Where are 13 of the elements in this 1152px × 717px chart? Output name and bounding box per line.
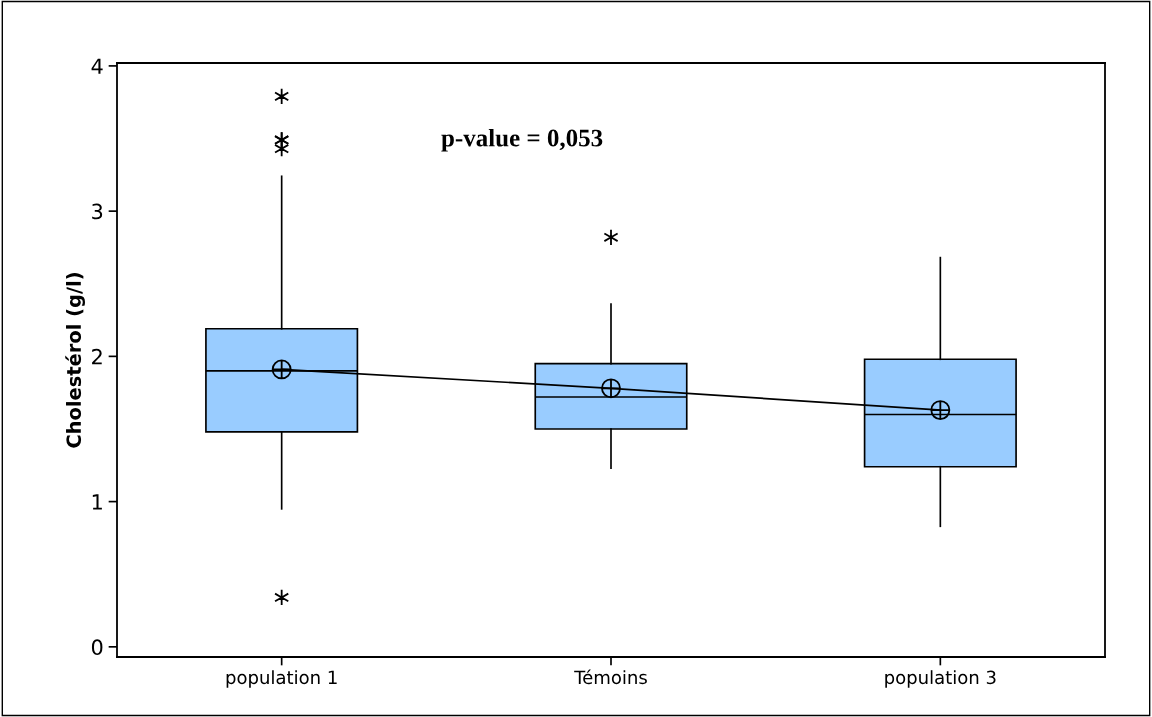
y-tick-label: 1 bbox=[92, 494, 102, 510]
x-tick-label: Témoins bbox=[574, 669, 647, 685]
y-axis-title: Cholestérol (g/l) bbox=[65, 273, 85, 448]
x-tick-label: population 3 bbox=[885, 670, 996, 688]
point bbox=[601, 378, 621, 399]
point bbox=[930, 400, 951, 421]
y-tick-label: 2 bbox=[92, 348, 102, 365]
y-tick-label: 0 bbox=[91, 639, 103, 656]
annotation: p-value = 0,053 bbox=[441, 128, 603, 152]
x-tick-label: population 1 bbox=[226, 670, 337, 688]
point bbox=[271, 359, 292, 380]
y-tick-label: 3 bbox=[92, 203, 103, 220]
y-tick-label: 4 bbox=[91, 58, 103, 74]
